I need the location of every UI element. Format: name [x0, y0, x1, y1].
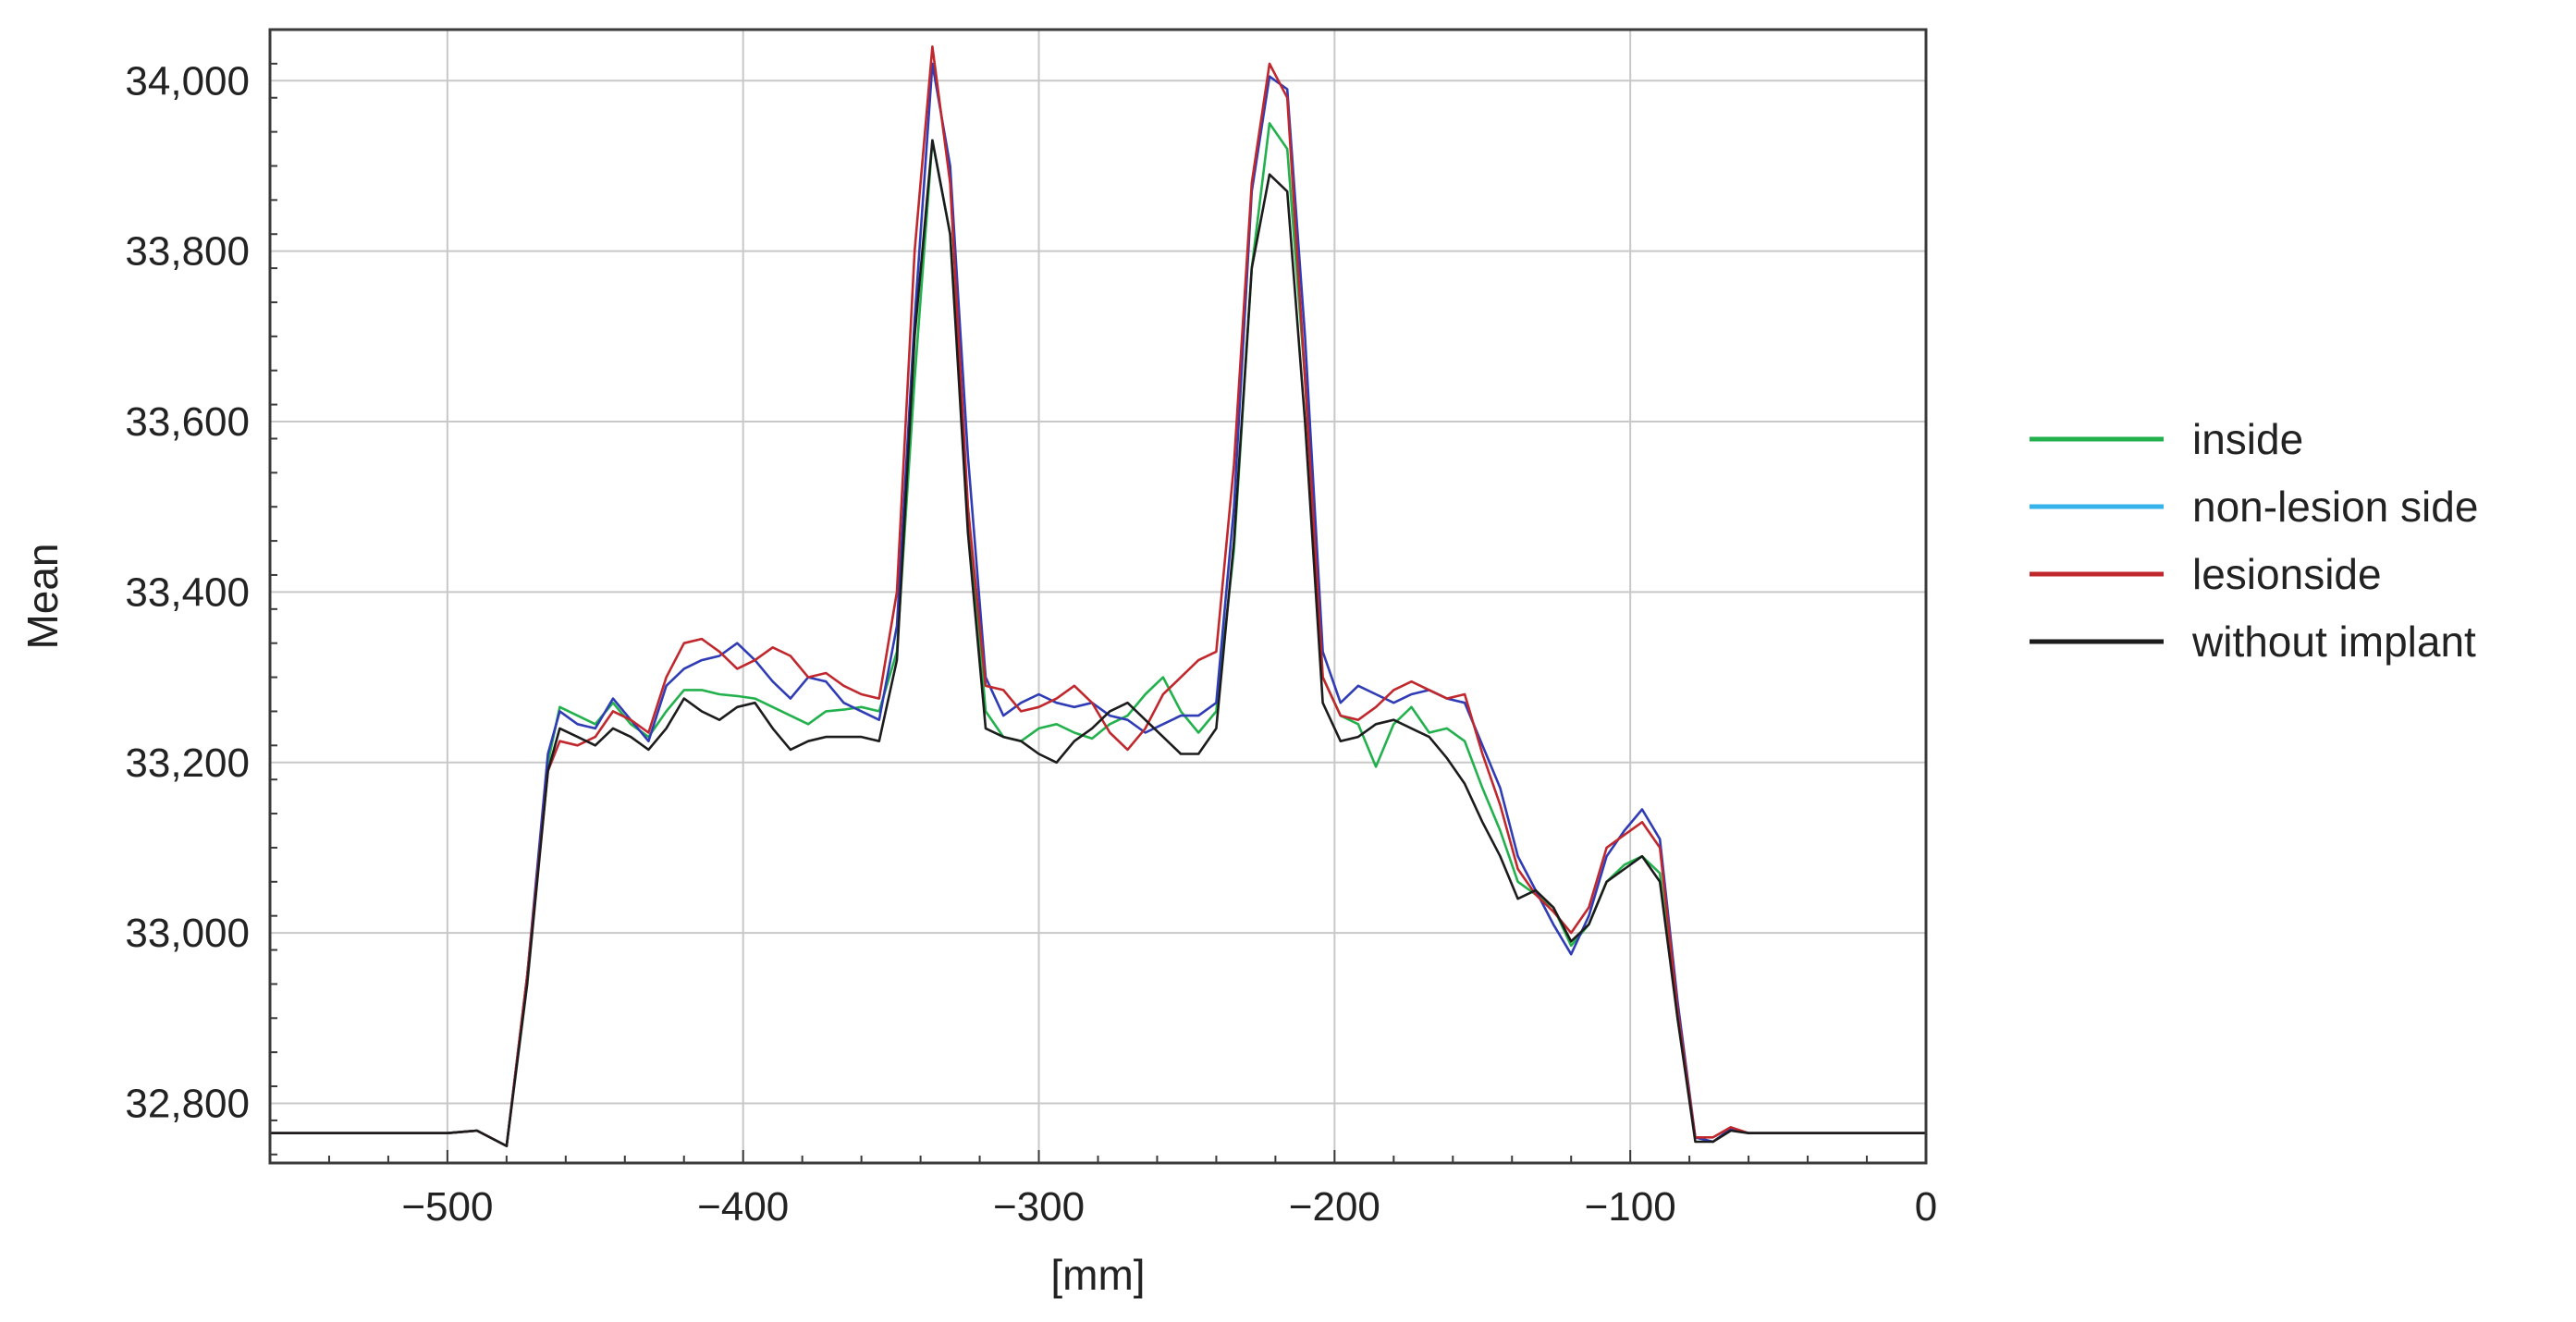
y-tick-label: 34,000: [125, 58, 250, 104]
y-tick-label: 33,000: [125, 911, 250, 956]
legend-label: non-lesion side: [2192, 483, 2478, 531]
y-tick-label: 33,800: [125, 229, 250, 275]
minor-ticks: [269, 29, 1927, 1163]
x-tick-label: 0: [1915, 1184, 1937, 1230]
legend: inside non-lesion side lesionside without i…: [2030, 415, 2478, 666]
y-tick-label: 33,600: [125, 399, 250, 445]
x-tick-label: −200: [1289, 1184, 1380, 1230]
legend-label: inside: [2192, 415, 2303, 463]
x-tick-label: −500: [401, 1184, 493, 1230]
x-tick-label: −400: [697, 1184, 789, 1230]
tick-labels: −500 −400 −300 −200 −100 0 32,800 33,000 33,200 3…: [125, 58, 1937, 1230]
legend-label: lesionside: [2192, 550, 2382, 598]
y-axis-title: Mean: [18, 543, 67, 649]
series-line-non-lesion-side: [270, 62, 1926, 1147]
series-line-lesionside: [270, 45, 1926, 1147]
x-tick-label: −300: [993, 1184, 1085, 1230]
y-tick-label: 33,400: [125, 569, 250, 615]
y-tick-label: 32,800: [125, 1081, 250, 1126]
y-tick-label: 33,200: [125, 741, 250, 786]
series-lines: [270, 45, 1926, 1147]
series-line-without-implant: [270, 139, 1926, 1147]
x-tick-label: −100: [1585, 1184, 1676, 1230]
x-axis-title: [mm]: [1050, 1251, 1145, 1299]
legend-label: without implant: [2191, 618, 2476, 666]
